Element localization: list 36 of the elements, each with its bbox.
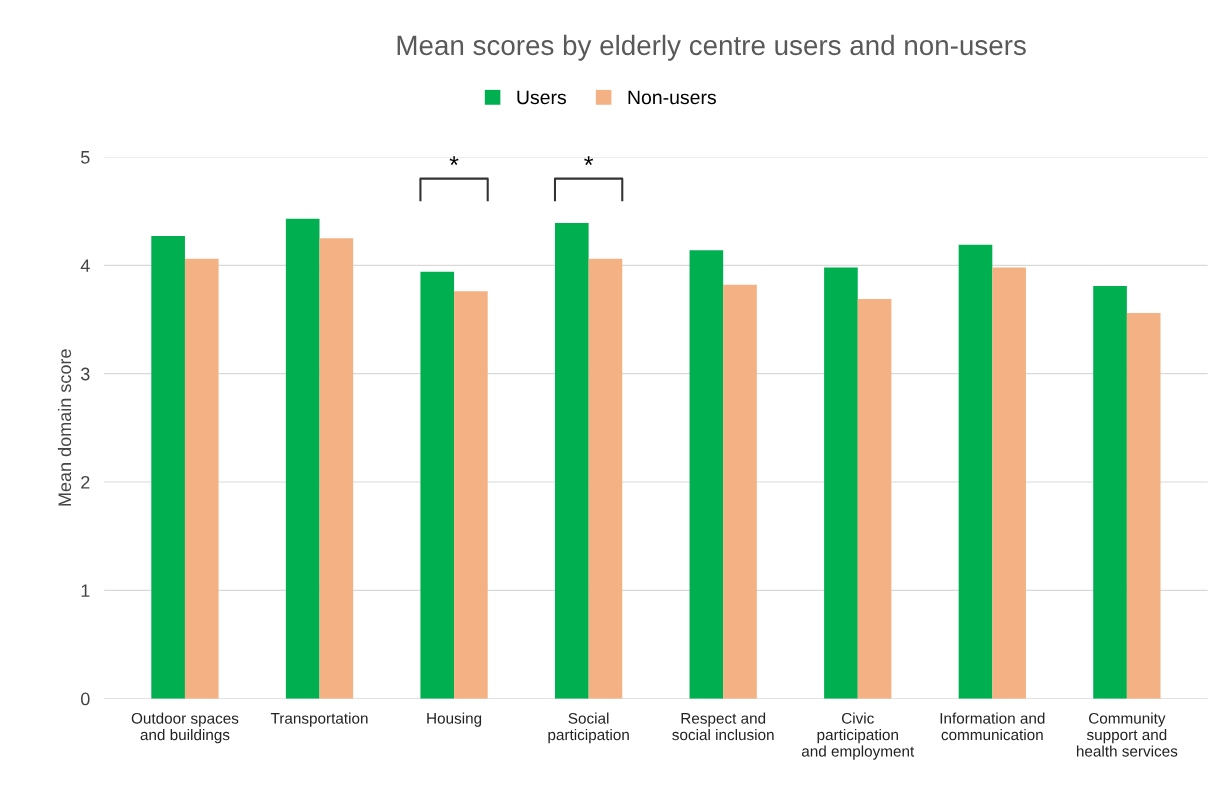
- bar: [1126, 313, 1161, 699]
- x-tick-label: Civic participation and employment: [801, 712, 915, 760]
- bar: [824, 267, 858, 699]
- bar: [420, 271, 455, 699]
- x-tick-label: Outdoor spaces and buildings: [131, 712, 239, 744]
- bar: [151, 236, 185, 699]
- x-tick-label: Transportation: [270, 712, 368, 727]
- y-tick-label: 4: [80, 259, 90, 272]
- annotation: *: [449, 156, 459, 166]
- chart-title: Mean scores by elderly centre users and non-users: [397, 34, 1026, 61]
- bar: [958, 244, 993, 699]
- y-tick-label: 0: [80, 692, 90, 706]
- bar: [184, 258, 219, 699]
- legend-label: Users: [517, 90, 566, 105]
- bar: [285, 218, 320, 699]
- bar: [319, 238, 354, 699]
- bar: [723, 284, 757, 699]
- y-tick-label: 2: [81, 475, 90, 489]
- y-tick-label: 3: [80, 367, 90, 381]
- legend-label: Non-users: [628, 90, 716, 105]
- bar: [689, 250, 724, 699]
- annotation: *: [584, 156, 594, 166]
- x-tick-label: Information and communication: [940, 712, 1045, 741]
- y-tick-label: 1: [81, 584, 90, 597]
- bar: [992, 267, 1026, 699]
- bar: [857, 298, 892, 699]
- x-tick-label: Housing: [427, 712, 482, 727]
- bar: [1093, 285, 1127, 699]
- bar: [554, 223, 589, 699]
- x-tick-label: Social participation: [548, 712, 629, 744]
- y-tick-label: 5: [81, 151, 90, 164]
- x-tick-label: Community support and health services: [1076, 712, 1178, 757]
- y-axis-title: Mean domain score: [57, 349, 72, 506]
- x-tick-label: Respect and social inclusion: [672, 712, 774, 741]
- bar: [454, 291, 488, 699]
- bar: [588, 258, 623, 699]
